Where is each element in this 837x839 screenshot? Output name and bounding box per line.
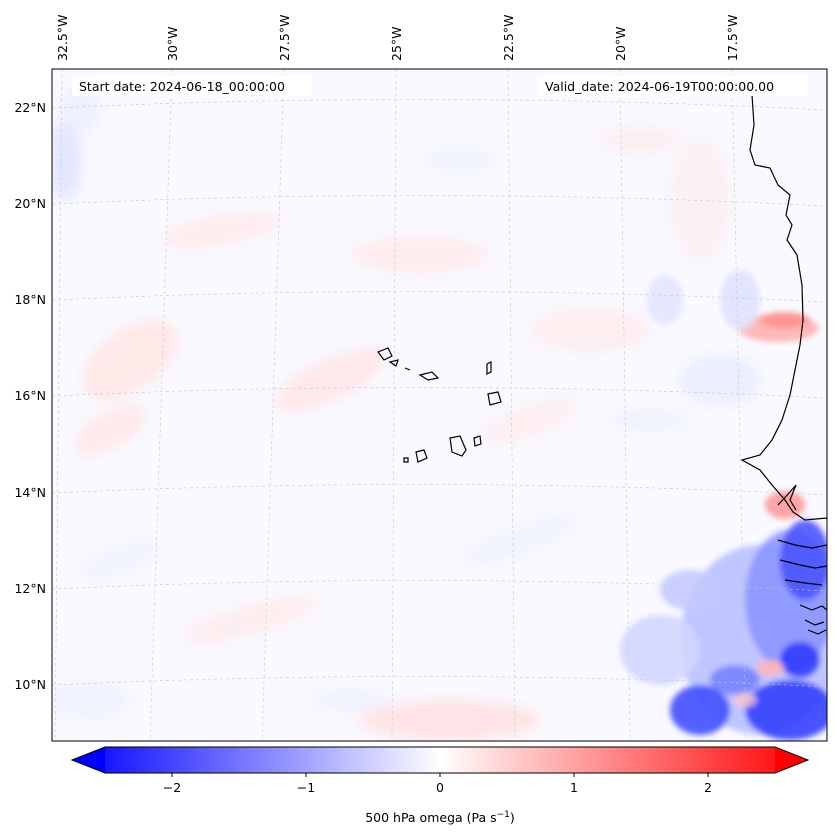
colorbar-tick-label: 1 [570, 780, 578, 795]
lon-label: 25°W [389, 26, 404, 61]
islands-brava [403, 457, 409, 463]
start-date-text: Start date: 2024-06-18_00:00:00 [79, 79, 285, 94]
lon-label: 20°W [613, 26, 628, 61]
valid-date-box [538, 76, 808, 96]
coastlines [377, 94, 827, 635]
gridlines [52, 69, 827, 741]
senegal-gambia-coast [777, 484, 797, 511]
map-border [51, 68, 828, 742]
west-africa-coastline [740, 94, 827, 521]
lat-label: 20°N [14, 196, 46, 211]
islands-santiago [449, 435, 467, 457]
islands-sal-east [486, 361, 492, 375]
islands-sao-nicolau [388, 359, 399, 367]
islands-boa-vista-east [487, 391, 502, 406]
colorbar-tick-label: 0 [436, 780, 444, 795]
lon-label: 17.5°W [725, 15, 740, 61]
strong-anomalies [620, 270, 827, 740]
lon-label: 22.5°W [501, 15, 516, 61]
valid-date-text: Valid_date: 2024-06-19T00:00:00.00 [545, 79, 774, 94]
islands-maio [473, 435, 482, 447]
islands-sal [377, 347, 393, 361]
lat-label: 10°N [14, 677, 46, 692]
start-date-box [72, 76, 312, 96]
colorbar-extend-max [775, 747, 808, 773]
guinea-bissau-coast [777, 539, 827, 635]
islands-fogo [415, 449, 428, 463]
lat-label: 12°N [14, 581, 46, 596]
lat-label: 14°N [14, 485, 46, 500]
colorbar-label: 500 hPa omega (Pa s−1) [365, 810, 515, 825]
colorbar: −2 −1 0 1 2 500 hPa omega (Pa s−1) [70, 746, 810, 825]
lon-label: 32.5°W [55, 15, 70, 61]
lat-label: 16°N [14, 388, 46, 403]
colorbar-extend-min [72, 747, 105, 773]
colorbar-tick-label: −1 [297, 780, 315, 795]
colorbar-tick-label: 2 [704, 780, 712, 795]
colorbar-gradient [72, 747, 808, 773]
lon-label: 30°W [165, 26, 180, 61]
omega-field [52, 69, 827, 741]
colorbar-ticks [171, 773, 709, 777]
lat-label: 18°N [14, 292, 46, 307]
lon-label: 27.5°W [277, 15, 292, 61]
islands-santa-luzia [404, 367, 411, 371]
islands-boa-vista [418, 371, 440, 381]
weak-anomalies [52, 85, 760, 740]
lat-label: 22°N [14, 100, 46, 115]
map-area: Start date: 2024-06-18_00:00:00 Valid_da… [51, 68, 828, 742]
colorbar-outline [70, 746, 810, 774]
colorbar-tick-label: −2 [163, 780, 181, 795]
lat-labels: 22°N 20°N 18°N 16°N 14°N 12°N 10°N [14, 100, 46, 692]
lon-labels: 32.5°W 30°W 27.5°W 25°W 22.5°W 20°W 17.5… [55, 15, 740, 61]
